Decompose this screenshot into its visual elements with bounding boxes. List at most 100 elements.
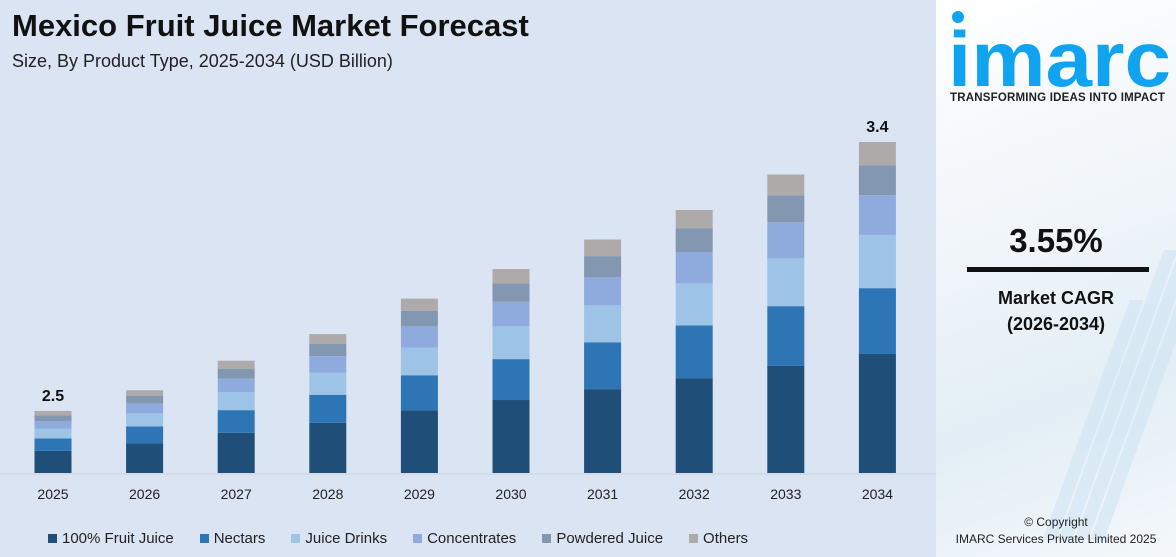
legend-swatch [413,534,423,543]
bar-segment-2030-2 [492,326,530,360]
bar-segment-2034-3 [858,195,896,235]
x-tick-label: 2032 [679,486,710,502]
cagr-period: (2026-2034) [1006,314,1106,334]
data-label: 3.4 [866,119,888,136]
x-tick-label: 2030 [495,486,526,502]
bar-segment-2031-5 [584,239,622,257]
x-tick-label: 2028 [312,486,343,502]
bar-segment-2025-1 [34,438,72,451]
bar-segment-2030-0 [492,400,530,473]
bar-segment-2031-4 [584,256,622,278]
bar-segment-2026-5 [126,390,164,397]
bar-segment-2031-0 [584,389,622,473]
bar-segment-2032-0 [675,378,713,473]
bar-segment-2028-3 [309,356,347,373]
legend-swatch [689,534,699,543]
bar-segment-2025-5 [34,410,72,416]
bar-segment-2032-3 [675,252,713,284]
tagline: TRANSFORMING IDEAS INTO IMPACT [950,92,1166,104]
bar-segment-2033-0 [767,365,805,473]
bar-segment-2031-1 [584,342,622,390]
data-label: 2.5 [42,388,64,405]
bar-segment-2025-0 [34,450,72,473]
legend-item: Others [689,530,748,547]
bar-segment-2027-4 [217,368,255,379]
bar-segment-2034-1 [858,288,896,354]
imarc-logo: imarc [948,11,1171,90]
x-tick-label: 2025 [37,486,68,502]
bar-segment-2028-0 [309,422,347,473]
legend-item: Nectars [199,530,265,547]
bar-segment-2030-1 [492,359,530,401]
bar-segment-2031-2 [584,305,622,343]
x-tick-label: 2034 [862,486,893,502]
bar-segment-2026-1 [126,426,164,444]
x-tick-label: 2026 [129,486,160,502]
bar-segment-2032-2 [675,283,713,326]
bar-segment-2034-4 [858,165,896,196]
x-tick-label: 2031 [587,486,618,502]
bar-segment-2027-2 [217,392,255,411]
bar-segment-2033-4 [767,195,805,223]
bar-segment-2027-0 [217,432,255,473]
bar-segment-2029-5 [400,298,438,311]
bar-segment-2028-4 [309,343,347,357]
bar-segment-2030-4 [492,283,530,302]
bar-segment-2028-2 [309,372,347,395]
bar-segment-2026-4 [126,396,164,404]
bar-segment-2027-1 [217,410,255,433]
chart-title: Mexico Fruit Juice Market Forecast [12,8,529,43]
bar-segment-2030-5 [492,269,530,284]
bar-segment-2034-5 [858,142,896,166]
bar-segment-2029-3 [400,326,438,348]
legend-item: Powdered Juice [542,530,663,547]
bar-segment-2029-4 [400,310,438,327]
svg-text:imarc: imarc [948,15,1171,90]
cagr-value: 3.55% [1009,222,1103,259]
copyright-line2: IMARC Services Private Limited 2025 [955,532,1157,546]
x-tick-label: 2033 [770,486,801,502]
bar-segment-2033-5 [767,174,805,196]
legend-swatch [291,534,301,543]
legend-item: Juice Drinks [291,530,387,547]
bar-segment-2029-2 [400,347,438,376]
legend-label: Concentrates [427,530,517,547]
cagr-label: Market CAGR (2026-2034) [936,285,1176,337]
bar-segment-2025-2 [34,428,72,439]
bar-segment-2034-0 [858,353,896,473]
chart-panel: Mexico Fruit Juice Market Forecast Size,… [0,8,936,547]
legend-swatch [199,534,209,543]
legend-label: 100% Fruit Juice [62,530,174,547]
bar-segment-2032-5 [675,209,713,229]
bar-segment-2032-1 [675,325,713,379]
bar-segment-2025-4 [34,415,72,422]
chart-subtitle: Size, By Product Type, 2025-2034 (USD Bi… [12,51,393,71]
legend-label: Juice Drinks [305,530,388,547]
bar-segment-2029-0 [400,410,438,473]
bar-segment-2034-2 [858,234,896,289]
bar-segment-2028-5 [309,334,347,344]
legend-swatch [48,534,57,543]
bar-segment-2032-4 [675,228,713,253]
bar-segment-2030-3 [492,301,530,327]
legend-label: Others [703,530,749,547]
bar-segment-2033-1 [767,306,805,366]
stacked-bar-chart: 2025 2.5 2026 2027 2028 2029 2030 2031 2032 2033 2… [0,119,936,502]
bar-segment-2027-5 [217,360,255,369]
bar-segment-2025-3 [34,421,72,429]
bar-segment-2028-1 [309,394,347,423]
copyright: © Copyright IMARC Services Private Limit… [936,514,1176,548]
brand-panel: imarc TRANSFORMING IDEAS INTO IMPACT 3.5… [936,0,1176,557]
x-tick-label: 2027 [221,486,252,502]
bar-segment-2031-3 [584,277,622,306]
legend-item: 100% Fruit Juice [48,530,174,547]
bar-segment-2027-3 [217,378,255,393]
bar-segment-2033-2 [767,258,805,307]
legend-swatch [542,534,552,543]
bar-segment-2029-1 [400,375,438,411]
legend: 100% Fruit Juice Nectars Juice Drinks Conce… [48,530,774,547]
legend-label: Powdered Juice [556,530,664,547]
x-tick-label: 2029 [404,486,435,502]
bar-segment-2026-3 [126,403,164,414]
bar-segment-2033-3 [767,222,805,259]
